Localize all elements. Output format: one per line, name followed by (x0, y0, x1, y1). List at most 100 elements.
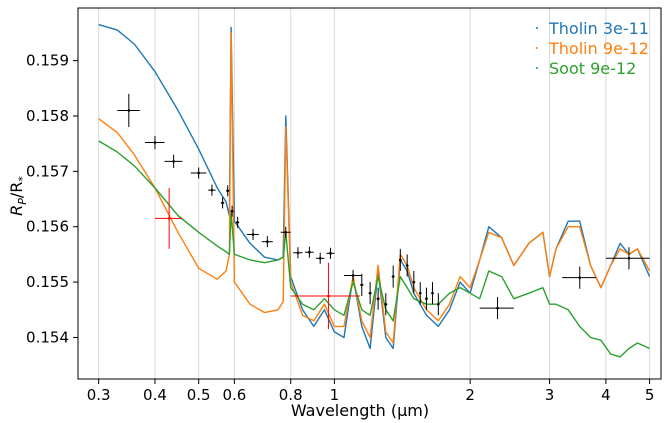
x-tick-label: 0.6 (222, 386, 246, 404)
x-tick-label: 0.3 (87, 386, 111, 404)
observation-marker (405, 264, 409, 267)
grid-lines (98, 8, 651, 379)
observation-marker (418, 291, 422, 295)
observation-point (425, 287, 428, 310)
plot-frame (77, 7, 662, 380)
legend: Tholin 3e-11 Tholin 9e-12 Soot 9e-12 (536, 19, 649, 78)
observation-marker (127, 109, 131, 112)
x-axis-label: Wavelength (μm) (291, 401, 429, 420)
legend-item-tholin-9e-12: Tholin 9e-12 (536, 39, 649, 58)
observation-marker (425, 297, 428, 301)
observation-point (220, 197, 225, 209)
observation-marker (221, 201, 224, 205)
observation-marker (384, 302, 388, 306)
observation-point (398, 248, 402, 272)
observation-point (164, 154, 183, 169)
y-label-mid: /R (7, 182, 26, 199)
observation-point (230, 205, 234, 217)
x-tick-label: 2 (465, 386, 475, 404)
observation-marker (308, 250, 311, 254)
observation-marker (226, 189, 230, 193)
observation-point (144, 135, 165, 150)
legend-item-soot-9e-12: Soot 9e-12 (536, 59, 636, 78)
observation-point (405, 254, 409, 277)
observation-point (247, 228, 259, 241)
y-label-r: R (7, 205, 26, 216)
y-tick-label: 0.159 (26, 52, 69, 70)
observation-point (280, 226, 291, 238)
observation-point (208, 184, 216, 196)
observation-marker (172, 160, 175, 163)
observation-point (376, 287, 380, 310)
x-tick-label: 4 (601, 386, 611, 404)
observation-point (326, 247, 335, 259)
y-tick-label: 0.158 (26, 107, 69, 125)
observation-marker (627, 256, 631, 260)
observation-point (304, 246, 314, 258)
observation-marker (399, 258, 402, 262)
observation-marker (296, 251, 300, 255)
observation-marker (230, 209, 234, 213)
observation-marker (167, 217, 171, 220)
y-tick-label: 0.154 (26, 328, 69, 346)
observation-point (343, 269, 362, 281)
observation-point (562, 266, 596, 289)
y-label-sub-p: P (16, 198, 29, 205)
observation-marker (437, 302, 440, 306)
y-axis-label: RP/R* (7, 176, 29, 216)
observation-point (479, 297, 514, 320)
observation-point (431, 282, 434, 305)
observation-point (293, 247, 303, 259)
x-tick-label: 0.5 (187, 386, 211, 404)
observation-marker (266, 240, 269, 243)
legend-label-tholin-3e-11: Tholin 3e-11 (548, 19, 649, 38)
observation-marker (251, 233, 255, 236)
observation-point (391, 265, 395, 288)
observation-point (117, 93, 140, 128)
observation-point (235, 216, 240, 228)
observation-point-red (290, 262, 361, 330)
y-tick-label: 0.155 (26, 273, 69, 291)
series-line-tholin-9e-12 (98, 32, 651, 344)
observation-marker (153, 141, 157, 144)
observation-point (437, 293, 440, 316)
observation-point (384, 293, 388, 316)
y-label-sub-star: * (16, 176, 29, 182)
legend-label-soot-9e-12: Soot 9e-12 (549, 59, 636, 78)
observation-marker (360, 283, 364, 287)
observation-marker (368, 291, 372, 295)
x-tick-label: 0.4 (143, 386, 167, 404)
y-axis-ticks: 0.154 0.155 0.156 0.157 0.158 0.159 (26, 52, 78, 346)
x-tick-label: 5 (645, 386, 655, 404)
observation-marker (284, 230, 288, 234)
x-tick-label: 1 (330, 386, 340, 404)
observation-point (226, 185, 230, 197)
observation-marker (197, 171, 200, 175)
legend-marker-soot-9e-12 (536, 67, 538, 69)
observation-marker (351, 274, 355, 277)
observation-marker (329, 252, 332, 255)
observation-marker (318, 256, 322, 260)
y-tick-label: 0.156 (26, 218, 69, 236)
x-tick-label: 3 (545, 386, 555, 404)
x-axis-ticks: 0.3 0.4 0.5 0.6 0.8 1 2 3 4 5 (87, 379, 655, 404)
legend-label-tholin-9e-12: Tholin 9e-12 (548, 39, 649, 58)
observation-marker (578, 276, 582, 279)
observation-point (261, 236, 273, 248)
observation-marker (236, 220, 239, 224)
y-tick-label: 0.157 (26, 162, 69, 180)
legend-marker-tholin-9e-12 (536, 47, 538, 49)
observation-point (412, 271, 416, 294)
x-tick-label: 0.8 (279, 386, 303, 404)
observation-point-red (154, 187, 183, 249)
legend-item-tholin-3e-11: Tholin 3e-11 (536, 19, 649, 38)
observation-marker (391, 275, 395, 278)
observation-marker (327, 294, 330, 298)
observation-marker (496, 306, 499, 310)
observation-marker (431, 291, 434, 295)
series-line-soot-9e-12 (98, 140, 650, 358)
observation-point (315, 252, 325, 264)
observation-points (117, 93, 650, 330)
observation-point (418, 282, 422, 305)
